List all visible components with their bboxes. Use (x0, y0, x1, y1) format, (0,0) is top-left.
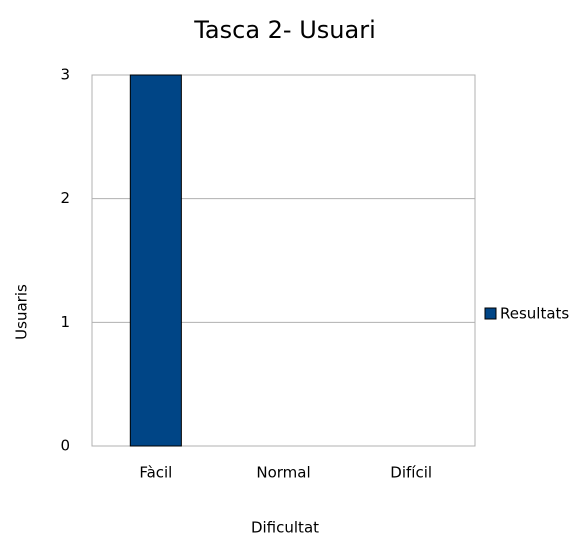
y-tick-label: 0 (60, 437, 70, 455)
bar (129, 74, 182, 447)
y-axis-label: Usuaris (13, 284, 31, 340)
legend-label: Resultats (500, 305, 569, 323)
x-tick-label: Fàcil (139, 464, 172, 482)
y-tick-label: 1 (60, 313, 70, 331)
chart-title: Tasca 2- Usuari (193, 16, 376, 44)
y-tick-label: 3 (60, 66, 70, 84)
x-tick-label: Difícil (390, 464, 432, 482)
legend-swatch (484, 307, 497, 320)
x-tick-label: Normal (256, 464, 310, 482)
x-axis-label: Dificultat (251, 519, 319, 537)
y-tick-label: 2 (60, 189, 70, 207)
